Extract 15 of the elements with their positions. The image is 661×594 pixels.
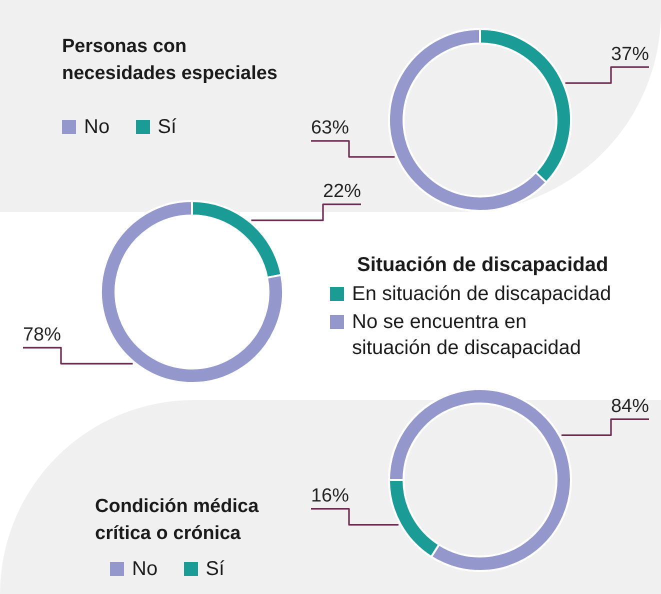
legend-title: Situación de discapacidad [356,254,610,277]
data-label: 84% [610,396,650,417]
data-label: 63% [310,118,350,139]
legend-label: Sí [158,115,176,140]
legend-label: No [132,557,158,582]
data-label: 16% [310,486,350,507]
legend-label: Sí [206,557,224,582]
text: Condición médica crítica o crónica [95,495,259,546]
data-label: 22% [322,181,362,202]
data-label: 37% [610,44,650,65]
data-label: 78% [22,324,62,346]
text: Personas con necesidades especiales [62,35,278,86]
legend-label: En situación de discapacidad [352,282,612,307]
legend-label: No [84,115,110,140]
legend-label: No se encuentra en situación de discapacidad [352,310,582,361]
